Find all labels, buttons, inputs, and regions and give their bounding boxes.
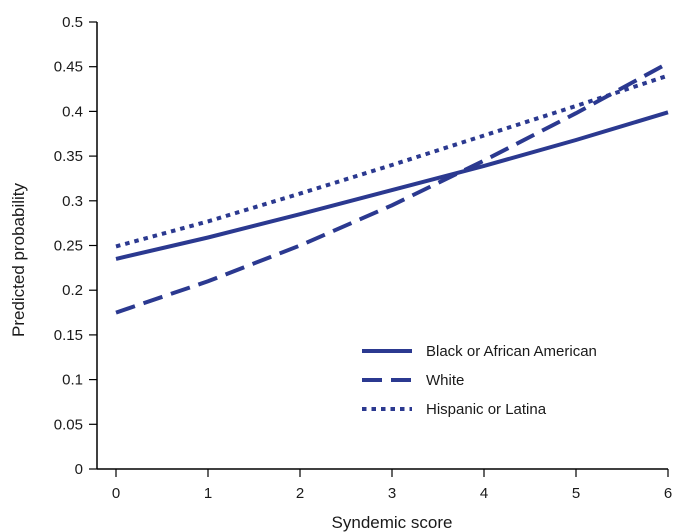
y-tick-label: 0.3 — [62, 193, 83, 210]
legend-label: White — [426, 372, 464, 389]
x-tick-label: 5 — [572, 485, 580, 502]
series-line-dotted — [115, 73, 669, 249]
x-tick-label: 2 — [296, 485, 304, 502]
series-line-dashed — [115, 61, 669, 315]
y-tick-label: 0.5 — [62, 14, 83, 31]
series-line-solid — [115, 110, 669, 261]
x-axis-title: Syndemic score — [332, 513, 453, 532]
y-tick-label: 0.35 — [54, 148, 83, 165]
legend-label: Black or African American — [426, 343, 597, 360]
y-tick-label: 0.4 — [62, 103, 83, 120]
y-ticks: 0 0.05 0.1 0.15 0.2 0.25 0.3 0.35 0.4 0.45 0.5 — [54, 14, 97, 478]
x-tick-label: 3 — [388, 485, 396, 502]
x-tick-label: 1 — [204, 485, 212, 502]
legend: Black or African American White Hispanic o… — [362, 343, 597, 418]
x-ticks: 0 1 2 3 4 5 6 — [112, 469, 672, 502]
y-tick-label: 0.15 — [54, 327, 83, 344]
series-lines — [115, 61, 669, 315]
y-tick-label: 0.2 — [62, 282, 83, 299]
y-axis-title: Predicted probability — [9, 182, 28, 337]
y-tick-label: 0 — [75, 461, 83, 478]
y-tick-label: 0.25 — [54, 238, 83, 255]
x-tick-label: 0 — [112, 485, 120, 502]
y-tick-label: 0.05 — [54, 416, 83, 433]
y-tick-label: 0.45 — [54, 59, 83, 76]
axes — [96, 22, 668, 470]
legend-label: Hispanic or Latina — [426, 401, 547, 418]
x-tick-label: 6 — [664, 485, 672, 502]
y-tick-label: 0.1 — [62, 372, 83, 389]
x-tick-label: 4 — [480, 485, 488, 502]
